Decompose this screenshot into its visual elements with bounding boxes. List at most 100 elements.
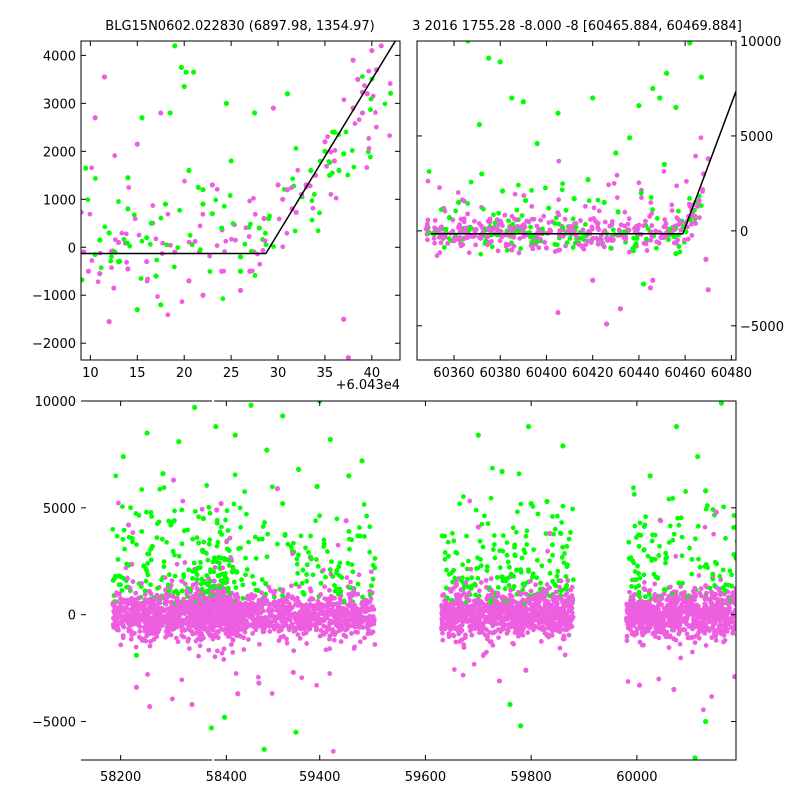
cloud-point [217, 560, 222, 566]
cloud-point [474, 566, 479, 571]
cloud-point [482, 632, 488, 638]
cloud-point [172, 508, 177, 514]
cloud-point [689, 557, 695, 562]
cloud-point [260, 629, 266, 635]
cloud-point [506, 242, 512, 248]
cloud-point [343, 129, 349, 135]
cloud-point [326, 602, 332, 608]
cloud-point [206, 541, 212, 547]
cloud-point [276, 216, 282, 222]
cloud-point [163, 629, 169, 634]
cloud-point [266, 602, 272, 608]
cloud-point [550, 514, 555, 519]
cloud-point [365, 619, 370, 625]
cloud-point [141, 624, 147, 630]
cloud-point [466, 250, 472, 256]
cloud-point [300, 590, 306, 595]
cloud-point [583, 203, 588, 209]
series-pink [81, 43, 384, 360]
cloud-point [183, 601, 189, 607]
cloud-point [169, 578, 175, 584]
cloud-point [463, 580, 469, 586]
cloud-point [663, 560, 668, 566]
cloud-point [738, 609, 743, 614]
cloud-point [446, 553, 451, 559]
cloud-point [198, 560, 203, 565]
cloud-point [632, 523, 638, 529]
cloud-point [471, 617, 477, 623]
cloud-point [356, 117, 362, 123]
cloud-point [226, 548, 232, 553]
cloud-point [296, 552, 301, 558]
cloud-point [171, 264, 177, 270]
cloud-point [204, 573, 210, 578]
cloud-point [191, 560, 197, 566]
cloud-point [539, 626, 545, 632]
data-point [617, 306, 624, 312]
data-point [162, 201, 169, 207]
cloud-point [438, 224, 444, 230]
cloud-point [745, 629, 750, 634]
cloud-point [340, 612, 346, 617]
cloud-point [263, 614, 268, 620]
cloud-point [110, 602, 116, 607]
x-tick-label: 60420 [572, 366, 613, 381]
cloud-point [207, 626, 213, 632]
cloud-point [293, 146, 299, 151]
cloud-point [565, 578, 571, 583]
cloud-point [444, 605, 450, 610]
data-point [523, 197, 529, 204]
cloud-point [209, 632, 215, 638]
cloud-point [707, 585, 713, 591]
cloud-point [260, 599, 265, 605]
y-tick-label: 0 [68, 241, 76, 256]
cloud-point [713, 637, 719, 643]
cloud-point [752, 599, 757, 604]
cloud-point [488, 576, 494, 582]
cloud-point [231, 501, 237, 507]
cloud-point [511, 234, 517, 240]
cloud-point [221, 646, 227, 652]
cloud-point [570, 577, 576, 583]
cloud-point [223, 238, 229, 244]
data-point [327, 172, 333, 178]
cloud-point [168, 608, 174, 614]
cloud-point [263, 242, 269, 248]
cloud-point [139, 529, 145, 534]
cloud-point [661, 234, 667, 239]
cloud-point [564, 544, 570, 549]
cloud-point [348, 579, 353, 585]
cloud-point [440, 603, 446, 609]
data-point [115, 259, 122, 265]
cloud-point [207, 537, 213, 543]
cloud-point [642, 522, 648, 528]
cloud-point [756, 591, 761, 596]
cloud-point [280, 244, 286, 250]
cloud-point [244, 596, 250, 601]
cloud-point [446, 631, 452, 637]
cloud-point [282, 533, 288, 539]
cloud-point [705, 565, 710, 571]
cloud-point [345, 609, 351, 615]
cloud-point [199, 586, 205, 592]
cloud-point [560, 503, 566, 509]
cloud-point [448, 598, 454, 603]
x-tick-label: 60460 [664, 366, 705, 381]
cloud-point [164, 539, 169, 545]
cloud-point [499, 595, 505, 600]
cloud-point [529, 187, 535, 193]
cloud-point [134, 542, 139, 548]
cloud-point [510, 525, 516, 531]
cloud-point [510, 640, 516, 646]
cloud-point [371, 618, 377, 624]
cloud-point [152, 607, 158, 613]
cloud-point [264, 598, 270, 604]
cloud-point [536, 245, 542, 251]
cloud-point [451, 601, 456, 607]
cloud-point [489, 244, 495, 250]
data-point [322, 148, 328, 154]
cloud-point [352, 591, 358, 597]
cloud-point [162, 575, 168, 580]
cloud-point [680, 596, 686, 602]
cloud-point [197, 643, 203, 649]
